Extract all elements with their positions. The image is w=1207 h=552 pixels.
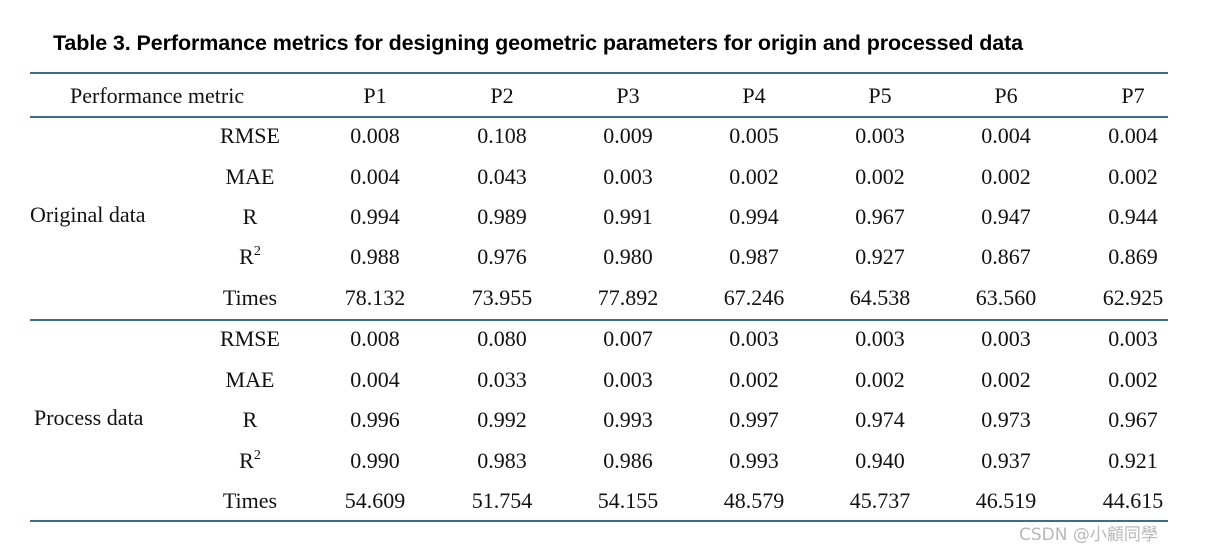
table-cell: 0.002: [729, 164, 779, 189]
table-cell: 0.004: [1108, 123, 1158, 148]
table-cell: 0.002: [1108, 367, 1158, 392]
table-cell: 0.987: [729, 244, 779, 269]
table-cell: 0.927: [855, 244, 905, 269]
table-cell: 0.008: [350, 123, 400, 148]
table-cell: 0.003: [603, 164, 653, 189]
table-cell: 0.003: [729, 326, 779, 351]
table-cell: 0.976: [477, 244, 527, 269]
table-cell: 63.560: [975, 285, 1037, 310]
table-cell: 0.004: [981, 123, 1031, 148]
metric-label: R2: [239, 448, 261, 473]
table-cell: 45.737: [849, 488, 911, 513]
table-cell: 0.005: [729, 123, 779, 148]
header-bottom-rule: [30, 116, 1168, 118]
header-column-p1: P1: [363, 83, 387, 108]
table-cell: 0.974: [855, 407, 905, 432]
header-column-p6: P6: [994, 83, 1018, 108]
table-cell: 0.988: [350, 244, 400, 269]
table-cell: 73.955: [471, 285, 533, 310]
metric-label: MAE: [225, 367, 275, 392]
header-column-p7: P7: [1121, 83, 1145, 108]
metric-superscript: 2: [253, 448, 261, 463]
table-cell: 0.002: [981, 367, 1031, 392]
table-cell: 0.989: [477, 204, 527, 229]
table-cell: 0.992: [477, 407, 527, 432]
table-cell: 0.937: [981, 448, 1031, 473]
watermark: CSDN @小顧同學: [1019, 525, 1158, 545]
table-cell: 0.002: [1108, 164, 1158, 189]
metric-label: R: [242, 204, 258, 229]
metric-superscript: 2: [253, 244, 261, 259]
table-cell: 0.997: [729, 407, 779, 432]
table-cell: 0.002: [729, 367, 779, 392]
metric-label: Times: [222, 285, 278, 310]
table-cell: 0.002: [855, 164, 905, 189]
table-cell: 46.519: [975, 488, 1037, 513]
table-cell: 0.003: [981, 326, 1031, 351]
table-cell: 0.996: [350, 407, 400, 432]
table-cell: 0.993: [603, 407, 653, 432]
top-rule: [30, 72, 1168, 74]
table-cell: 0.967: [855, 204, 905, 229]
table-cell: 54.609: [344, 488, 406, 513]
table-cell: 0.980: [603, 244, 653, 269]
table-cell: 0.003: [603, 367, 653, 392]
group-divider-rule: [30, 319, 1168, 321]
table-cell: 0.993: [729, 448, 779, 473]
metric-label: RMSE: [220, 326, 280, 351]
table-cell: 0.940: [855, 448, 905, 473]
table-cell: 0.033: [477, 367, 527, 392]
group-label: Original data: [30, 202, 146, 227]
table-cell: 0.003: [855, 123, 905, 148]
table-cell: 0.043: [477, 164, 527, 189]
table-cell: 0.003: [855, 326, 905, 351]
table-cell: 51.754: [471, 488, 533, 513]
table-cell: 67.246: [723, 285, 785, 310]
table-title: Table 3. Performance metrics for designi…: [53, 31, 1024, 55]
table-cell: 0.983: [477, 448, 527, 473]
table-cell: 0.994: [729, 204, 779, 229]
table-cell: 0.002: [981, 164, 1031, 189]
table-cell: 54.155: [597, 488, 659, 513]
header-column-p5: P5: [868, 83, 892, 108]
header-column-p2: P2: [490, 83, 514, 108]
table-cell: 0.867: [981, 244, 1031, 269]
table-cell: 0.009: [603, 123, 653, 148]
table-cell: 0.991: [603, 204, 653, 229]
table-cell: 0.007: [603, 326, 653, 351]
table-cell: 0.944: [1108, 204, 1158, 229]
group-label: Process data: [34, 405, 144, 430]
table-cell: 0.994: [350, 204, 400, 229]
header-column-p4: P4: [742, 83, 766, 108]
table-cell: 0.947: [981, 204, 1031, 229]
table-cell: 0.004: [350, 164, 400, 189]
table-cell: 0.002: [855, 367, 905, 392]
header-performance-metric: Performance metric: [70, 83, 245, 108]
table-cell: 64.538: [849, 285, 911, 310]
table-cell: 0.008: [350, 326, 400, 351]
table-cell: 0.921: [1108, 448, 1158, 473]
table-cell: 0.080: [477, 326, 527, 351]
metric-label: R: [242, 407, 258, 432]
metric-label: Times: [222, 488, 278, 513]
metric-label: R2: [239, 244, 261, 269]
table-cell: 0.967: [1108, 407, 1158, 432]
table-cell: 77.892: [597, 285, 659, 310]
table-cell: 78.132: [344, 285, 406, 310]
table-cell: 48.579: [723, 488, 785, 513]
table-cell: 44.615: [1102, 488, 1164, 513]
table-cell: 0.108: [477, 123, 527, 148]
table-cell: 0.986: [603, 448, 653, 473]
table-cell: 0.004: [350, 367, 400, 392]
table-cell: 0.990: [350, 448, 400, 473]
metric-label: MAE: [225, 164, 275, 189]
table-cell: 0.973: [981, 407, 1031, 432]
header-column-p3: P3: [616, 83, 640, 108]
metric-label: RMSE: [220, 123, 280, 148]
table-cell: 0.869: [1108, 244, 1158, 269]
table-cell: 0.003: [1108, 326, 1158, 351]
table-cell: 62.925: [1102, 285, 1164, 310]
bottom-rule: [30, 520, 1168, 522]
